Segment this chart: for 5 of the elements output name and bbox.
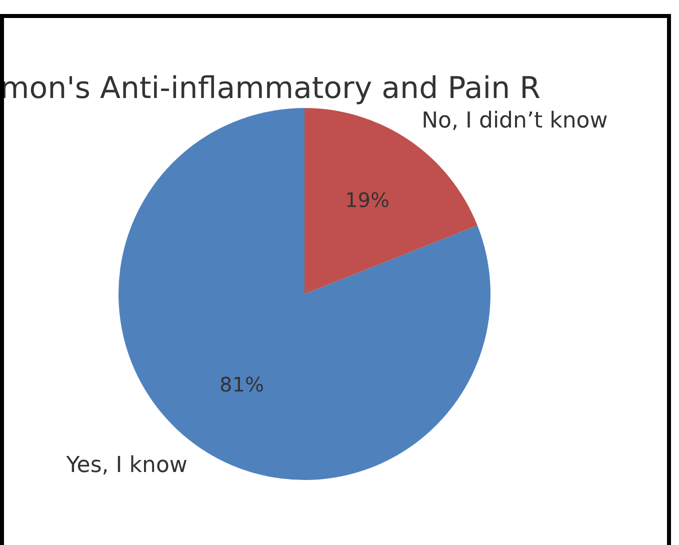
slice-label: No, I didn’t know <box>422 108 608 134</box>
chart-title: mon's Anti-inflammatory and Pain R <box>0 70 540 106</box>
data-label: 19% <box>345 188 390 212</box>
data-label: 81% <box>220 372 264 397</box>
slice-label: Yes, I know <box>65 453 188 478</box>
